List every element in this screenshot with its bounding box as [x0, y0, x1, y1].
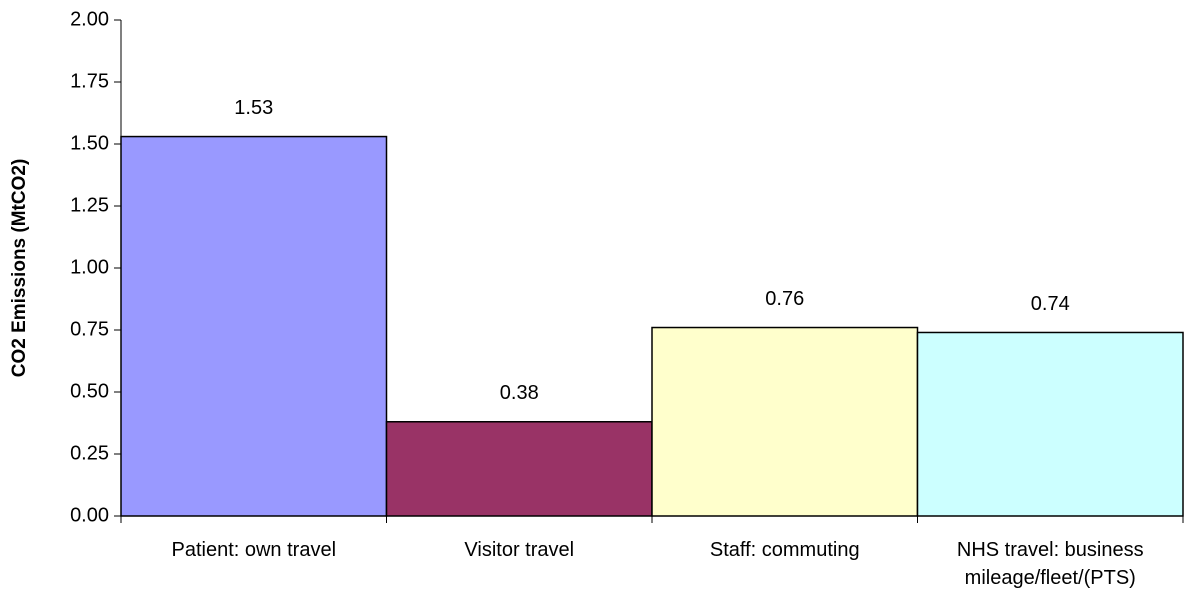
y-tick-label: 1.75	[70, 70, 109, 92]
data-label: 1.53	[234, 97, 273, 119]
y-tick-label: 0.25	[70, 442, 109, 464]
bar	[651, 326, 919, 517]
bar	[385, 421, 653, 517]
y-tick-label: 2.00	[70, 8, 109, 30]
y-tick-label: 0.50	[70, 380, 109, 402]
y-tick-label: 1.50	[70, 132, 109, 154]
y-axis-label: CO2 Emissions (MtCO2)	[9, 159, 30, 378]
y-tick-label: 0.00	[70, 504, 109, 526]
bar	[916, 331, 1184, 517]
data-label: 0.76	[765, 288, 804, 310]
data-label: 0.74	[1031, 293, 1070, 315]
y-tick-label: 1.25	[70, 194, 109, 216]
data-label: 0.38	[500, 382, 539, 404]
y-tick-label: 0.75	[70, 318, 109, 340]
x-tick-label: NHS travel: business mileage/fleet/(PTS)	[956, 539, 1144, 589]
x-tick-label: Visitor travel	[464, 539, 575, 561]
x-tick-label: Patient: own travel	[171, 539, 337, 561]
x-tick-label: Staff: commuting	[709, 539, 860, 561]
y-tick-label: 1.00	[70, 256, 109, 278]
bar	[120, 135, 388, 517]
